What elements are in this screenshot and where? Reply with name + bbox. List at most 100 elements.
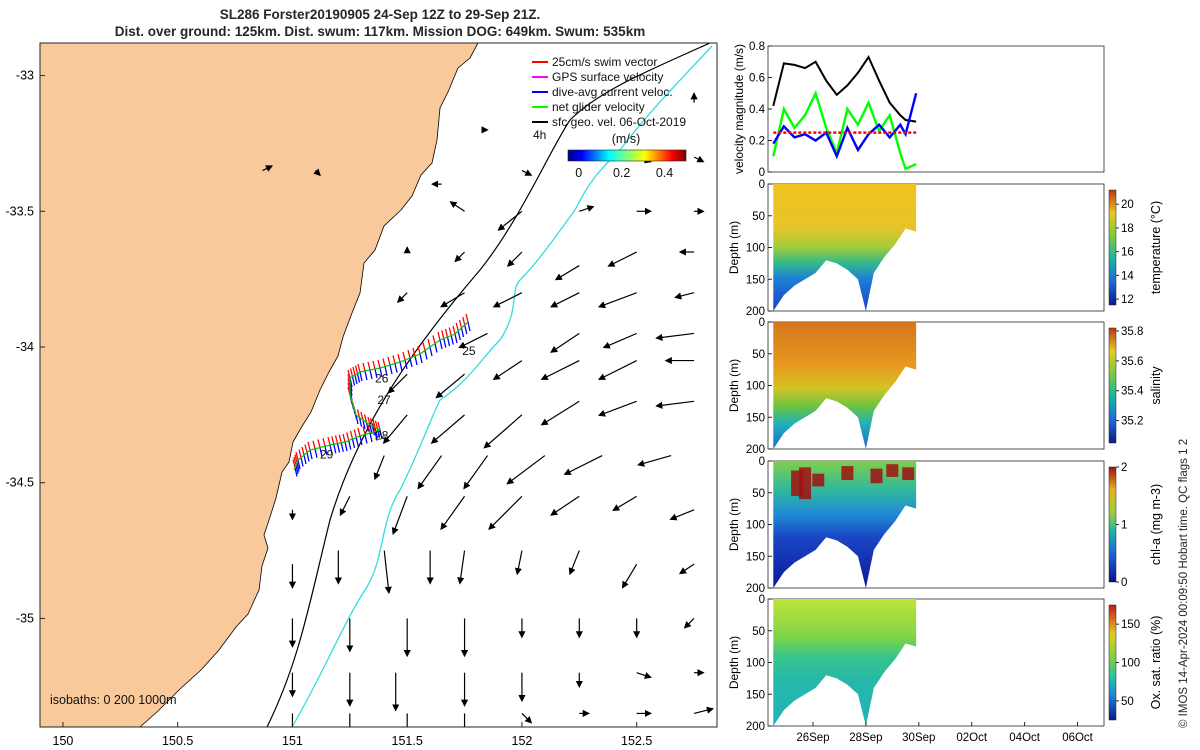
swim-vector [422,342,426,351]
dive-avg-current-vector [324,446,328,456]
dive-avg-current-vector [309,449,313,460]
salinity-section [773,322,917,449]
lon-tick-label: 152 [512,734,533,748]
chl-bloom-patch [870,468,883,484]
legend-label: dive-avg current veloc. [552,85,673,99]
title-line-2: Dist. over ground: 125km. Dist. swum: 11… [114,24,646,39]
title-line-1: SL286 Forster20190905 24-Sep 12Z to 29-S… [219,7,541,22]
swim-vector [312,440,316,449]
dive-avg-current-vector [454,333,458,344]
colorbar-tick-label: 0 [1121,577,1127,589]
velocity-arrow [430,414,465,444]
velocity-arrow [550,292,580,308]
dive-avg-current-vector [404,359,408,370]
lon-tick-label: 150 [53,734,74,748]
chl-bloom-patch [812,473,825,487]
chl-a-panel: 0 50 100 150 200 Depth (m) 0 1 2 chl-a (mg m-3) [727,456,1163,595]
velocity-plot-frame [767,45,1105,173]
swim-vector [357,427,361,437]
colorbar-tick-label: 0 [575,166,582,180]
velocity-arrow [612,495,637,512]
dive-avg-current-vector [348,440,352,450]
velocity-arrow [621,563,638,589]
velocity-arrow [521,169,533,176]
dive-avg-current-vector [314,448,318,458]
swim-vector [367,361,371,371]
credit-line: © IMOS 14-Apr-2024 00:09:50 Hobart time.… [1178,438,1190,728]
velocity-arrow [488,495,523,531]
oxygen-colorbar [1108,604,1117,721]
swim-vector [402,351,406,361]
salinity-colorbar-label: salinity [1149,366,1163,405]
salinity-ylabel: Depth (m) [727,359,741,412]
dive-avg-current-vector [358,417,363,427]
y-tick-label: 0 [759,594,765,606]
net-glider-velocity-line [772,89,917,171]
dive-avg-current-vector [414,355,418,366]
dive-avg-current-line [772,92,918,160]
swim-vector [363,414,368,423]
swim-vector [349,430,354,440]
velocity-arrow [550,495,580,516]
colorbar-tick-label: 16 [1121,247,1134,259]
dive-avg-current-vector [457,330,461,341]
velocity-arrow [440,495,466,531]
land-mass [40,43,479,727]
swim-vector [322,438,326,447]
dive-avg-current-vector [356,373,361,383]
swim-vector [354,365,359,374]
velocity-arrow [550,332,580,353]
swim-vector [338,434,342,443]
lon-tick-label: 151.5 [392,734,423,748]
oxygen-panel: 0 50 100 150 200 Depth (m) 50 100 150 Ox. sat. ra… [727,594,1163,733]
temperature-ylabel: Depth (m) [727,221,741,274]
dive-avg-current-vector [439,339,443,350]
y-tick-label: 0.6 [749,73,765,85]
swim-vector [412,347,416,357]
velocity-arrow [483,414,523,449]
velocity-arrow [383,550,392,595]
date-tick-label: 02Oct [956,732,987,744]
isobaths-label: isobaths: 0 200 1000m [50,693,176,707]
legend-label: 25cm/s swim vector [552,55,657,69]
velocity-arrow [636,672,652,679]
lat-tick-label: -34 [16,340,34,354]
lon-tick-label: 151 [282,734,303,748]
swim-vector [458,319,463,329]
y-tick-label: 100 [746,658,765,670]
dive-avg-current-vector [460,327,465,338]
dive-avg-current-vector [319,447,323,457]
y-tick-label: 200 [746,721,765,733]
swim-vector [342,433,346,443]
velocity-arrow [457,550,466,585]
colorbar-tick-label: 50 [1121,696,1134,708]
date-tick-label: 26Sep [796,732,829,744]
velocity-arrow [669,509,695,521]
velocity-arrow [514,550,523,576]
y-tick-label: 150 [746,274,765,286]
velocity-arrow [396,292,408,303]
colorbar-tick-label: 35.2 [1121,416,1143,428]
swim-vector [292,459,296,468]
dive-avg-current-vector [362,419,366,430]
velocity-arrow [463,455,488,490]
y-tick-label: 50 [752,626,765,638]
dive-avg-current-vector [369,432,373,443]
swim-vector [356,409,361,418]
velocity-arrow [637,454,672,467]
dive-avg-current-vector [355,414,359,425]
dive-avg-current-vector [365,422,370,432]
y-tick-label: 150 [746,551,765,563]
lat-tick-label: -34.5 [6,476,35,490]
swim-vector [304,444,308,453]
dive-avg-current-vector [296,462,300,472]
dive-avg-current-vector [336,443,341,453]
y-tick-label: 100 [746,381,765,393]
date-tick-label: 28Sep [849,732,882,744]
salinity-colorbar [1108,327,1117,444]
dive-avg-current-vector [419,353,423,364]
swim-vector [377,359,381,369]
y-tick-label: 50 [752,211,765,223]
